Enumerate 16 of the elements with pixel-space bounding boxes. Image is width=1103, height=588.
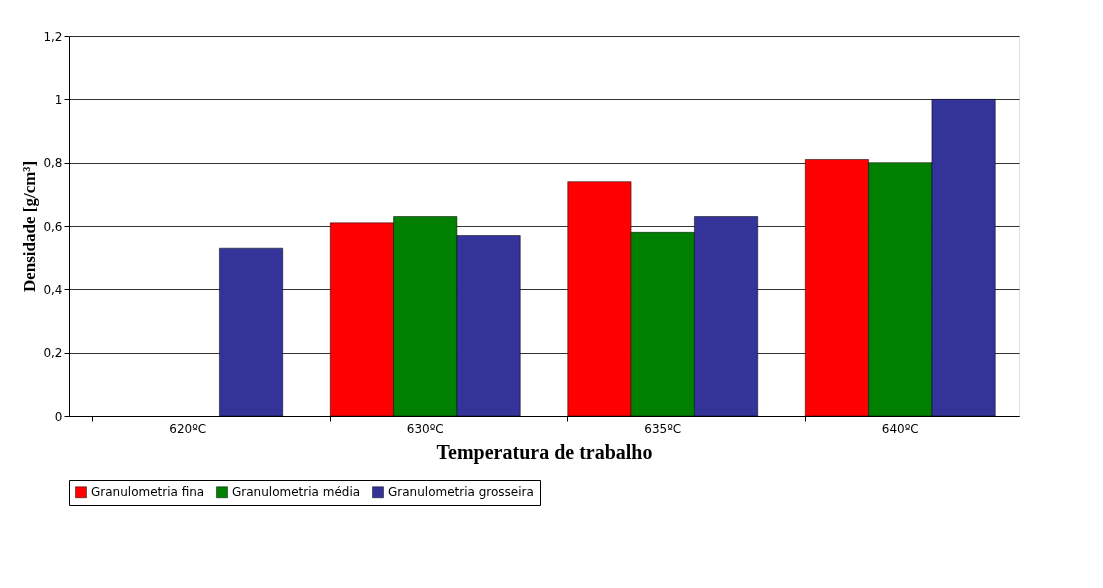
x-tick-label: 635ºC	[644, 421, 682, 436]
legend-label: Granulometria grosseira	[388, 485, 534, 500]
y-tick-label: 0,2	[43, 346, 63, 361]
y-tick-label: 0,6	[43, 219, 63, 234]
x-tick-label: 630ºC	[406, 421, 444, 436]
y-tick-label: 1,2	[43, 29, 63, 44]
y-axis-title: Densidade [g/cm³]	[20, 160, 40, 293]
x-axis-title: Temperatura de trabalho	[436, 440, 653, 464]
y-tick-label: 0	[54, 409, 63, 424]
x-tick-label: 620ºC	[169, 421, 207, 436]
legend-label: Granulometria fina	[91, 485, 205, 500]
y-tick-label: 0,4	[43, 282, 63, 297]
legend-label: Granulometria média	[232, 485, 361, 500]
y-tick-label: 1	[54, 92, 63, 107]
x-tick-label: 640ºC	[881, 421, 919, 436]
y-tick-label: 0,8	[43, 156, 63, 171]
